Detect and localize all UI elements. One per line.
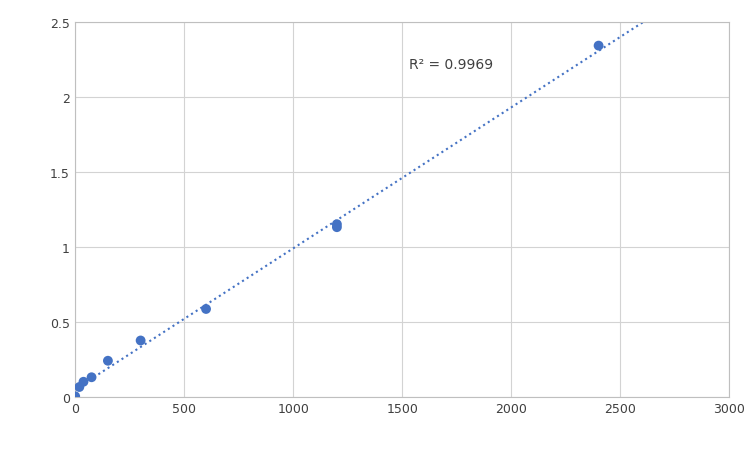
Point [74,383,86,391]
Point [69,393,81,400]
Point [77,378,89,386]
Point [331,224,343,231]
Point [331,221,343,228]
Text: R² = 0.9969: R² = 0.9969 [409,58,493,72]
Point [200,306,212,313]
Point [135,337,147,345]
Point [102,357,114,364]
Point [86,374,98,381]
Point [593,43,605,50]
